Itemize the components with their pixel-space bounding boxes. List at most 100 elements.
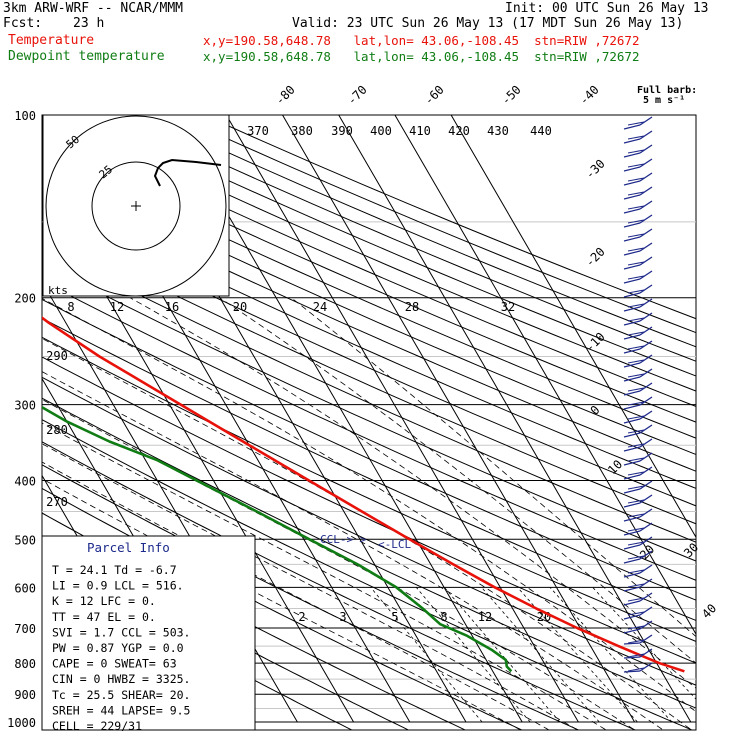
mixing-ratio-label: 2 (298, 610, 305, 624)
hodograph-ring (45, 115, 227, 296)
wind-barb-flag (623, 530, 641, 536)
wind-barb (623, 662, 653, 673)
wind-barb-staff (639, 186, 653, 196)
moist-adiabats (42, 297, 696, 730)
dry-adiabat (42, 419, 694, 730)
wind-barb-flag (627, 541, 645, 546)
pressure-tick-label: 100 (14, 109, 36, 123)
wind-barb-flag (627, 597, 645, 602)
wind-barb-staff (639, 130, 653, 140)
isotherm-line (225, 115, 579, 723)
axis-labels: 100 200 300 400 500 600 700 800 900 1000 -80 -70 -60… (7, 83, 719, 730)
wind-barb (623, 452, 653, 466)
pressure-tick-label: 700 (14, 622, 36, 636)
mixing-ratio-line (370, 587, 483, 723)
wind-barb-flag (627, 247, 645, 252)
wind-barb (623, 172, 653, 186)
pressure-tick-label: 200 (14, 292, 36, 306)
wind-barb-flag (623, 124, 641, 130)
pressure-tick-label: 900 (14, 688, 36, 702)
wind-barb-flag (623, 320, 641, 326)
wind-barb-flag (627, 499, 645, 504)
wind-barb-flag (627, 485, 645, 490)
wind-barb-flag (627, 163, 645, 168)
wind-barb (623, 298, 653, 312)
forecast-hours: 23 h (73, 16, 105, 31)
wind-barb-flag (623, 348, 641, 354)
wind-barb-staff (639, 242, 653, 252)
wind-barb-staff (639, 396, 653, 406)
mixing-ratio-label: 8 (440, 610, 447, 624)
temperature-tick-label: -20 (583, 245, 608, 270)
wind-barb-flag (623, 572, 641, 578)
wind-barb (623, 494, 653, 508)
wind-barb-flag (627, 373, 645, 378)
wind-barb-staff (639, 214, 653, 224)
wind-barb-staff (639, 424, 653, 434)
wind-barb-staff (639, 550, 653, 560)
wind-barb-flag (623, 152, 641, 158)
dry-adiabat (42, 212, 696, 507)
moist-adiabat (42, 443, 579, 730)
moist-adiabat (42, 297, 696, 713)
mixing-ratio-label: 3 (339, 610, 346, 624)
wind-barb-flag (623, 558, 641, 564)
wind-barb (623, 382, 653, 396)
wind-barb-staff (639, 298, 653, 308)
parcel-panel-box (41, 535, 256, 731)
hodograph-trace (153, 158, 222, 187)
pressure-tick-label: 600 (14, 581, 36, 595)
wind-barb (623, 270, 653, 284)
dewpoint-location: x,y=190.58,648.78 lat,lon= 43.06,-108.45… (203, 49, 640, 64)
wind-barb-flag (623, 544, 641, 550)
wind-barb-flag (627, 429, 645, 434)
wind-barb-flag (627, 275, 645, 280)
parcel-param-row: CAPE = 0 SWEAT= 63 (52, 657, 177, 671)
pressure-tick-label: 300 (14, 399, 36, 413)
wind-barb-staff (639, 340, 653, 350)
dry-adiabat (42, 376, 696, 686)
temperature-tick-label: 30 (681, 540, 701, 560)
wind-barb-flag (627, 191, 645, 196)
dry-adiabat (87, 115, 696, 377)
wind-barb (623, 550, 653, 564)
wind-barb-flag (623, 166, 641, 172)
wind-barb (623, 354, 653, 368)
wind-barb-flag (623, 250, 641, 256)
wind-barb-flag (623, 222, 641, 228)
wind-barb-flag (627, 261, 645, 266)
wind-barb-flag (627, 415, 645, 420)
wind-barb-flag (627, 457, 645, 462)
wind-barb-staff (639, 634, 653, 644)
isotherm-line (450, 115, 696, 539)
mixing-ratio-line (444, 587, 561, 723)
moist-adiabat (290, 297, 696, 638)
wind-barb-flag (627, 205, 645, 210)
wind-barb (623, 214, 653, 228)
wind-barb (623, 634, 653, 645)
parcel-param-row: PW = 0.87 YGP = 0.0 (52, 641, 184, 655)
wind-barb-staff (639, 228, 653, 238)
parcel-panel-title: Parcel Info (87, 540, 170, 555)
wind-barb-staff (639, 368, 653, 378)
wind-barb-staff (639, 172, 653, 182)
wind-barb-flag (623, 418, 641, 424)
wind-barb-flag (623, 488, 641, 494)
wind-barb-staff (639, 200, 653, 210)
mixing-ratio-line (592, 587, 696, 700)
temperature-tick-label: -70 (345, 83, 370, 108)
wind-barb (623, 536, 653, 550)
dry-adiabat (42, 180, 696, 472)
wind-barb-staff (639, 578, 653, 588)
dry-adiabat (42, 149, 696, 439)
wind-barb-staff (639, 662, 653, 672)
wind-barb-flag (627, 149, 645, 154)
grid-layer (41, 114, 697, 731)
wind-speed-tick-label: 20 (233, 300, 247, 314)
moist-adiabat (42, 398, 636, 730)
wind-barb (623, 564, 653, 578)
wind-barb (623, 340, 653, 354)
wind-barbs (623, 116, 653, 673)
wind-barb-flag (627, 219, 645, 224)
